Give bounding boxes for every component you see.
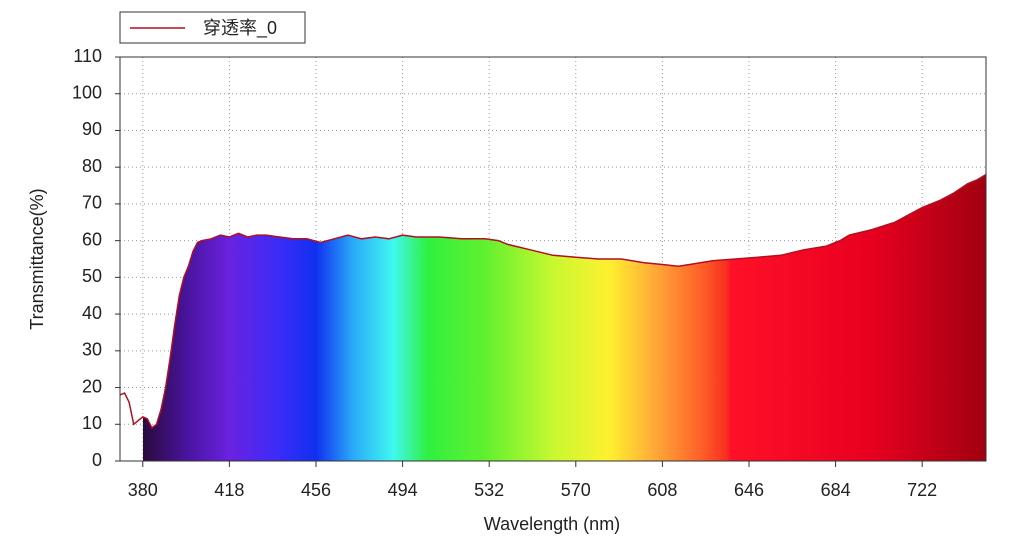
y-tick-label: 10: [82, 413, 102, 433]
x-tick-label: 532: [474, 480, 504, 500]
y-tick-label: 100: [72, 82, 102, 102]
x-tick-label: 722: [907, 480, 937, 500]
y-tick-label: 80: [82, 156, 102, 176]
x-tick-label: 608: [647, 480, 677, 500]
y-tick-label: 90: [82, 119, 102, 139]
area: [120, 174, 986, 461]
y-tick-label: 70: [82, 193, 102, 213]
x-tick-label: 418: [214, 480, 244, 500]
y-tick-label: 110: [73, 46, 102, 66]
y-axis-label: Transmittance(%): [27, 188, 47, 329]
x-tick-label: 380: [128, 480, 158, 500]
x-tick-label: 570: [561, 480, 591, 500]
x-tick-label: 456: [301, 480, 331, 500]
y-tick-label: 40: [82, 303, 102, 323]
x-tick-label: 646: [734, 480, 764, 500]
y-tick-label: 30: [82, 340, 102, 360]
legend-label: 穿透率_0: [203, 18, 277, 39]
y-tick-label: 20: [82, 376, 102, 396]
x-tick-label: 494: [388, 480, 418, 500]
x-tick-label: 684: [821, 480, 851, 500]
line: [119, 173, 987, 430]
y-tick-label: 50: [82, 266, 102, 286]
x-axis-label: Wavelength (nm): [484, 514, 620, 534]
y-tick-label: 60: [82, 229, 102, 249]
plot-frame: [119, 56, 987, 462]
y-tick-label: 0: [92, 450, 102, 470]
